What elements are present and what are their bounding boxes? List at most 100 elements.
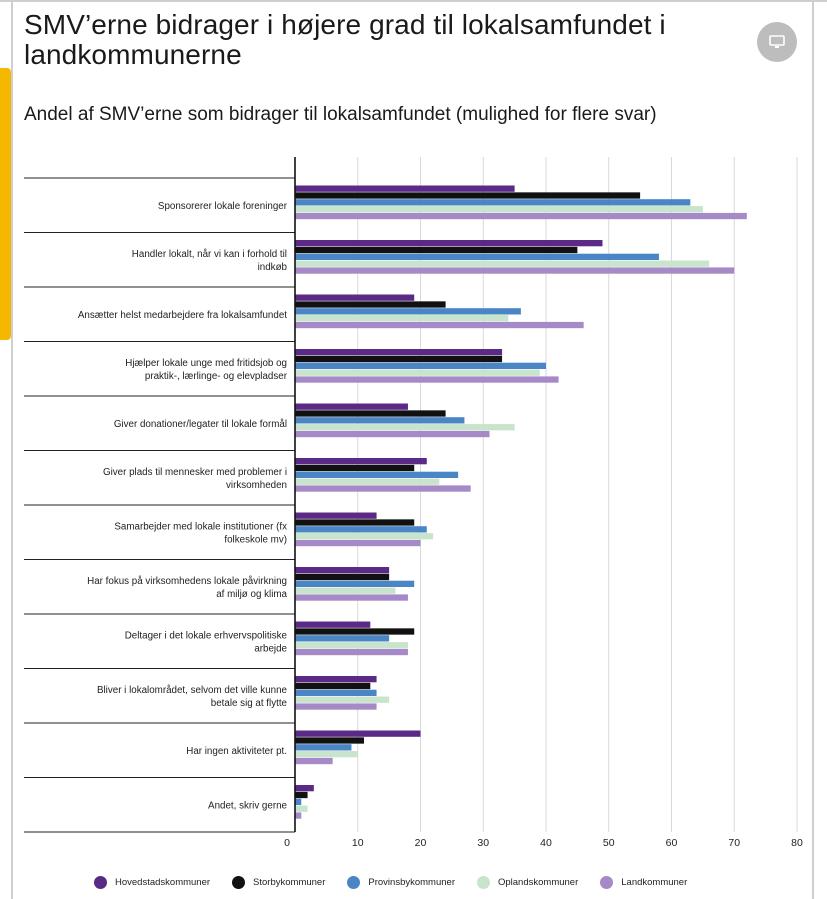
legend-label: Oplandskommuner [497,876,579,888]
bar [295,294,415,301]
chart-title: Andel af SMV’erne som bidrager til lokal… [24,104,657,125]
legend-label: Provinsbykommuner [368,876,455,888]
frame-left-border [11,0,13,899]
legend-item: Hovedstadskommuner [94,875,211,889]
bar [295,539,421,547]
category-label: Deltager i det lokale erhvervspolitiske a… [125,630,288,654]
bar [295,192,641,199]
x-tick-label: 20 [415,837,427,849]
bar [295,301,446,308]
bar [295,417,465,424]
bar [295,798,302,805]
bar [295,676,377,683]
bar [295,628,415,635]
category-label: Har ingen aktiviteter pt. [186,746,287,757]
bar [295,785,314,792]
bar [295,212,747,220]
bar [295,519,415,526]
bar [295,464,415,472]
monitor-icon [769,35,785,48]
bar [295,206,703,213]
legend-swatch [232,875,246,889]
bar [295,376,559,383]
bar [295,369,540,376]
chart-legend: Hovedstadskommuner Storbykommuner Provinsb… [94,870,687,894]
category-label: Ansætter helst medarbejdere fra lokalsam… [78,310,287,321]
category-label: Giver plads til mennesker med problemer … [103,467,287,491]
bar [295,430,490,438]
legend-swatch [476,875,490,889]
legend-item: Provinsbykommuner [347,875,455,889]
legend-item: Storbykommuner [232,875,325,889]
bar [295,321,584,329]
bar [295,424,515,431]
bar [295,567,390,574]
x-tick-label: 0 [284,837,290,849]
bar [295,812,302,819]
bar [295,512,377,519]
bar [295,621,371,628]
bar [295,260,710,267]
bar [295,703,377,710]
bar [295,594,408,601]
bar [295,751,358,758]
x-tick-label: 40 [540,837,552,849]
legend-item: Landkommuner [600,875,688,889]
bar [295,805,308,812]
frame-top-border [0,0,827,2]
bar [295,526,427,533]
bar [295,485,471,492]
bar [295,240,603,247]
bar [295,410,446,417]
x-tick-label: 30 [477,837,489,849]
bar [295,744,352,751]
bar [295,648,408,656]
bar [295,199,691,206]
bar [295,471,459,478]
x-tick-label: 10 [352,837,364,849]
bar [295,791,308,799]
bar [295,403,408,410]
bar [295,642,408,649]
bar [295,533,434,540]
bar [295,573,390,581]
legend-item: Oplandskommuner [476,875,579,889]
page-title: SMV’erne bidrager i højere grad til loka… [24,9,666,70]
legend-label: Landkommuner [621,876,688,888]
bar [295,478,440,485]
accent-tab [0,68,11,340]
bar [295,587,396,594]
category-label: Samarbejder med lokale institutioner (fx… [114,521,287,545]
frame-right-border [812,0,814,899]
x-tick-label: 70 [728,837,740,849]
bar [295,349,503,356]
bar [295,308,521,315]
display-mode-button[interactable] [757,22,797,62]
category-label: Handler lokalt, når vi kan i forhold til… [132,249,288,273]
category-label: Giver donationer/legater til lokale form… [114,419,287,430]
bar [295,253,659,260]
bar [295,458,427,465]
bar [295,355,503,363]
legend-swatch [347,875,361,889]
legend-label: Hovedstadskommuner [115,876,211,888]
x-tick-label: 80 [791,837,803,849]
bar [295,635,390,642]
category-label: Hjælper lokale unge med fritidsjob og pra… [125,358,287,382]
legend-swatch [94,875,107,889]
bar [295,580,415,587]
bar [295,682,371,690]
bar [295,246,578,254]
legend-swatch [600,875,614,889]
category-label: Bliver i lokalområdet, selvom det ville … [97,685,288,709]
bar [295,689,377,696]
bar [295,737,365,744]
category-label: Sponsorerer lokale foreninger [158,201,288,212]
category-label: Andet, skriv gerne [208,800,288,811]
bar [295,315,509,322]
bar [295,696,390,703]
bar [295,185,515,192]
bar [295,267,735,274]
x-tick-label: 60 [666,837,678,849]
